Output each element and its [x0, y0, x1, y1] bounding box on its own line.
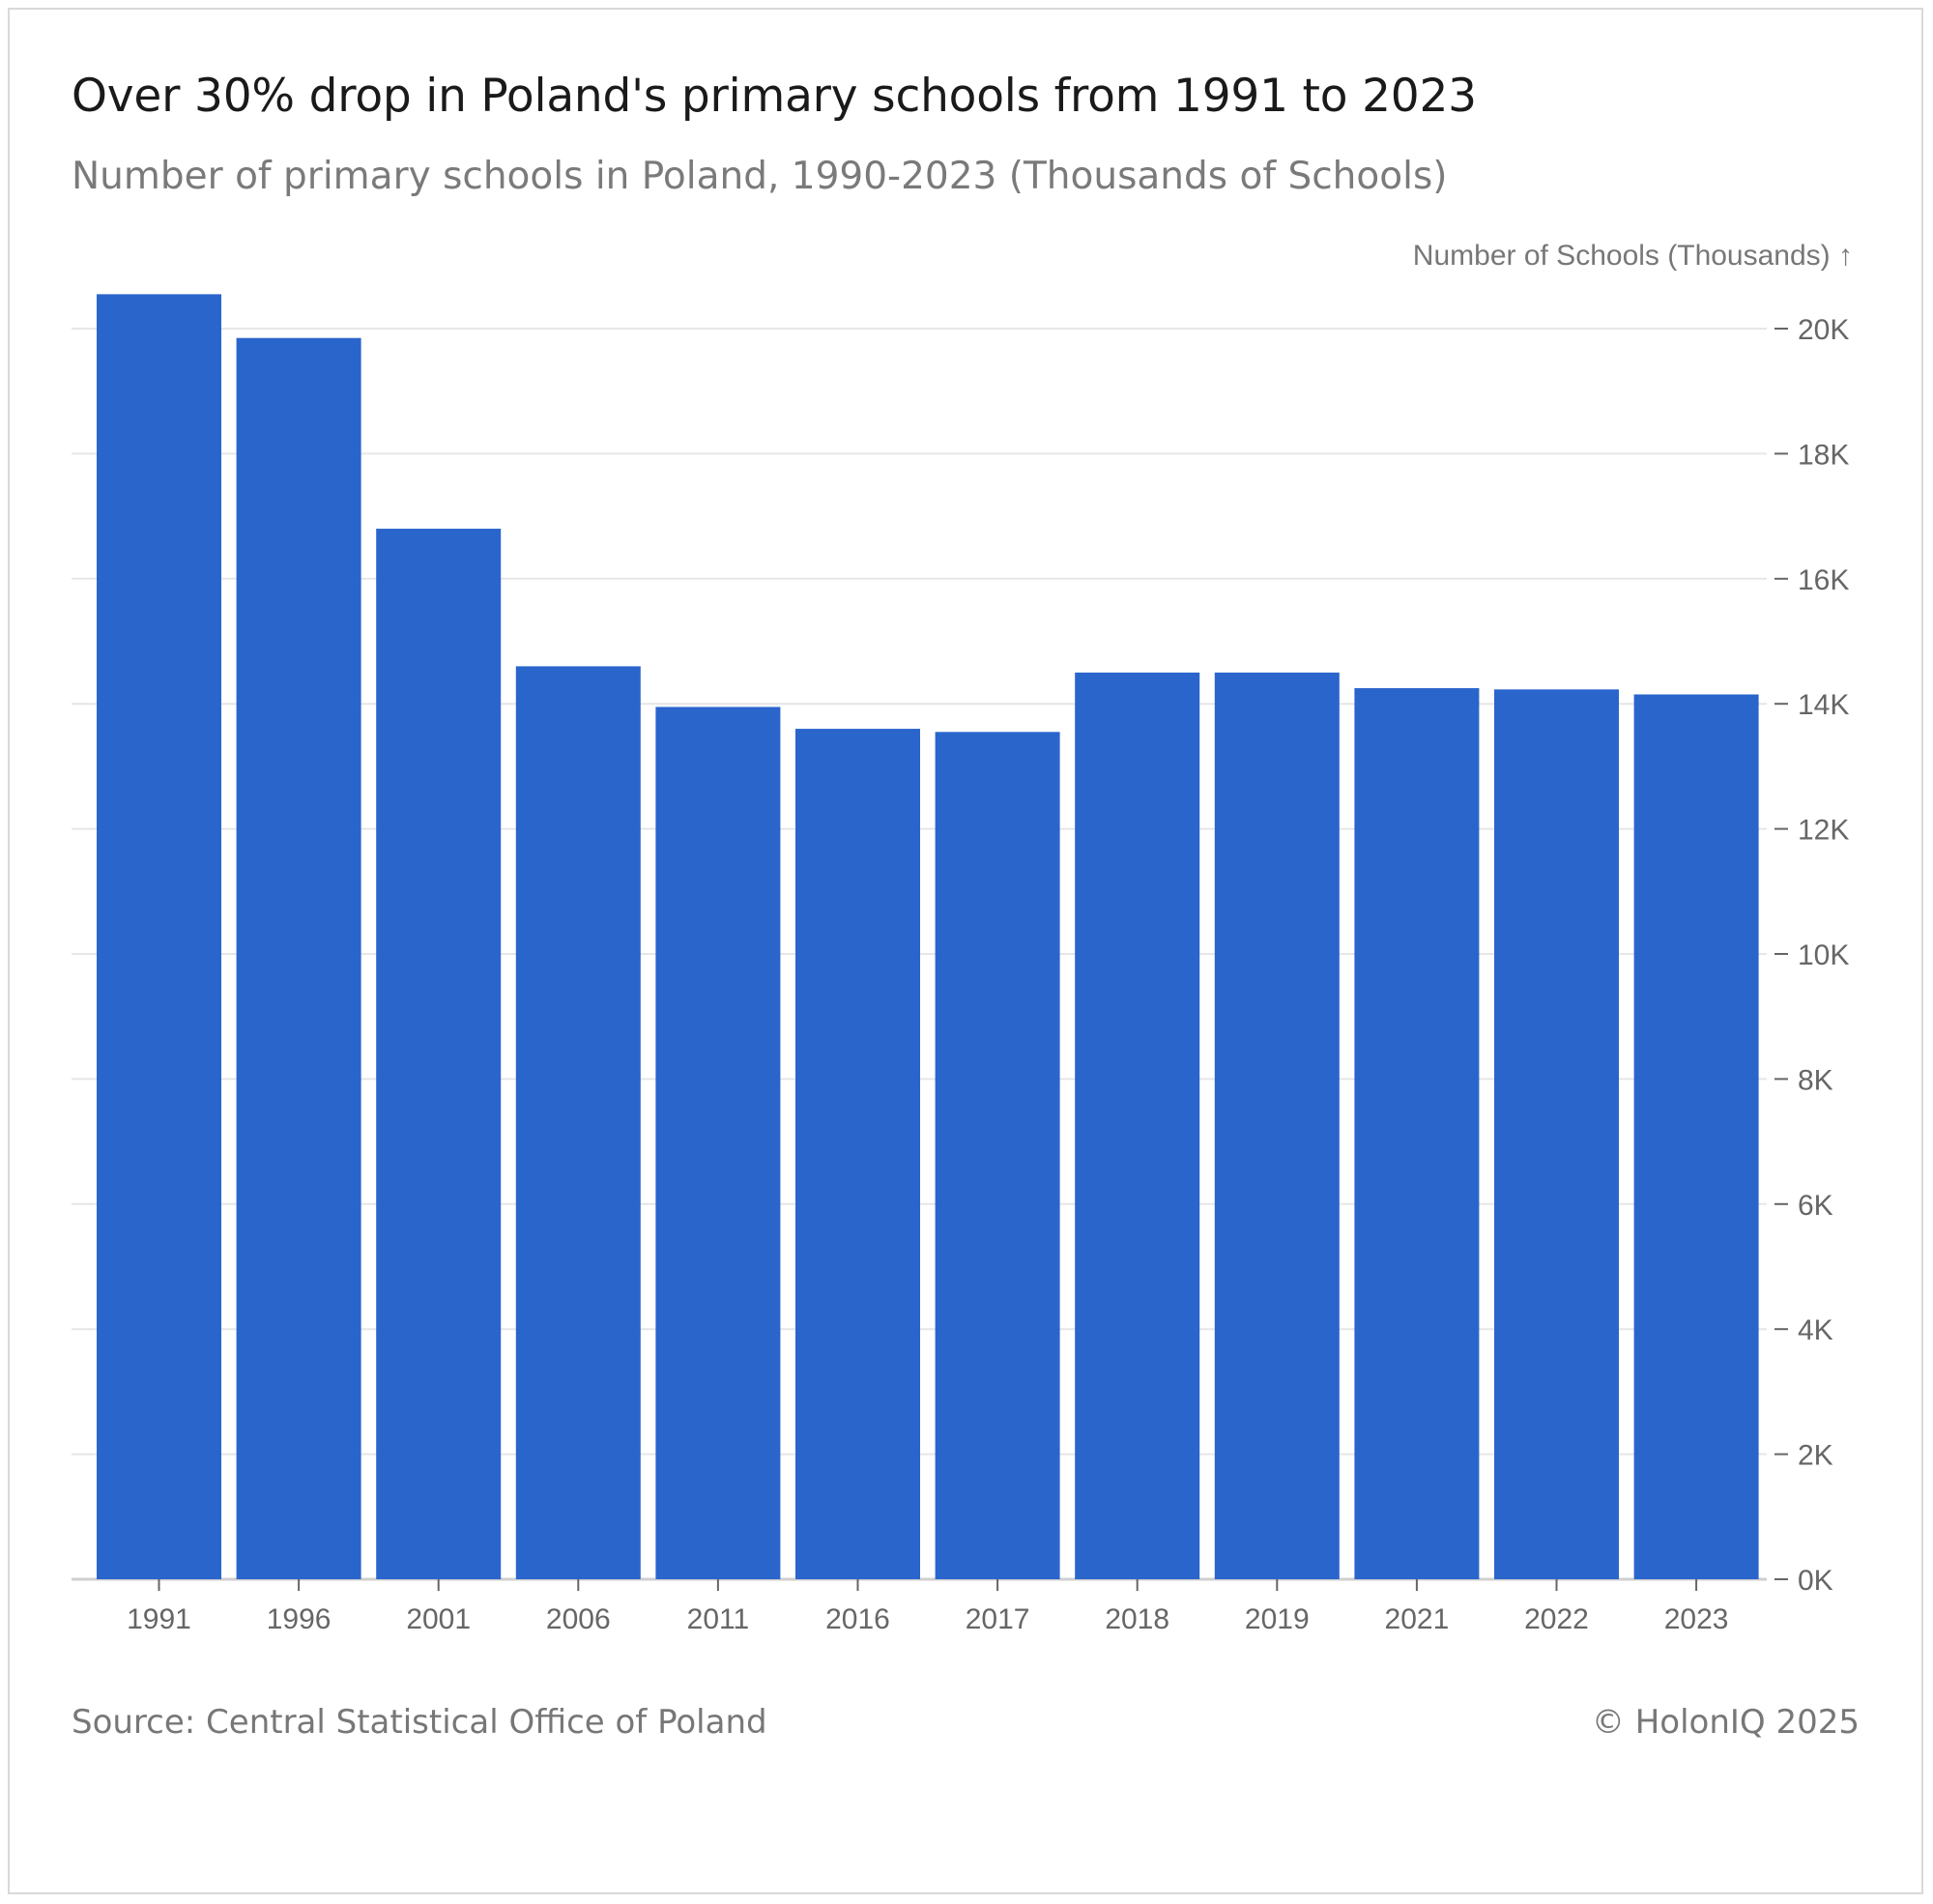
- x-tick-label: 2023: [1664, 1603, 1729, 1635]
- chart-title: Over 30% drop in Poland's primary school…: [72, 70, 1477, 123]
- y-axis: 0K 2K 4K 6K 8K 10K 12K 14K 16K 18K 20K: [1774, 314, 1849, 1597]
- x-tick-label: 2018: [1105, 1603, 1169, 1635]
- y-tick-label: 4K: [1798, 1314, 1833, 1346]
- source-note: Source: Central Statistical Office of Po…: [72, 1703, 767, 1742]
- y-tick-label: 16K: [1798, 564, 1849, 596]
- bar-2006[interactable]: [515, 666, 641, 1579]
- bar-2022[interactable]: [1494, 689, 1619, 1579]
- y-tick-label: 18K: [1798, 439, 1849, 471]
- y-tick-label: 2K: [1798, 1440, 1833, 1472]
- y-tick-label: 14K: [1798, 689, 1849, 721]
- bar-2018[interactable]: [1075, 672, 1200, 1579]
- bar-2023[interactable]: [1633, 694, 1759, 1579]
- x-tick-label: 1996: [267, 1603, 332, 1635]
- x-tick-label: 1991: [127, 1603, 191, 1635]
- x-tick-label: 2016: [825, 1603, 890, 1635]
- y-tick-label: 0K: [1798, 1565, 1833, 1597]
- bar-1991[interactable]: [97, 294, 221, 1579]
- bar-2021[interactable]: [1354, 688, 1480, 1579]
- x-tick-label: 2019: [1245, 1603, 1310, 1635]
- bars: [97, 294, 1759, 1580]
- x-tick-label: 2017: [966, 1603, 1030, 1635]
- bar-2019[interactable]: [1214, 672, 1340, 1579]
- bar-2016[interactable]: [795, 729, 920, 1579]
- y-tick-label: 20K: [1798, 314, 1849, 346]
- bar-2001[interactable]: [376, 529, 502, 1579]
- y-tick-label: 6K: [1798, 1190, 1833, 1222]
- x-tick-label: 2021: [1385, 1603, 1450, 1635]
- x-tick-label: 2006: [546, 1603, 611, 1635]
- y-tick-label: 8K: [1798, 1064, 1833, 1096]
- bar-2017[interactable]: [935, 732, 1060, 1579]
- y-tick-label: 10K: [1798, 939, 1849, 971]
- x-tick-label: 2022: [1524, 1603, 1589, 1635]
- x-tick-label: 2011: [687, 1603, 750, 1635]
- x-axis: 1991 1996 2001 2006 2011 2016 2017 2018 2019 2021…: [127, 1579, 1728, 1635]
- x-tick-label: 2001: [406, 1603, 471, 1635]
- bar-1996[interactable]: [236, 337, 361, 1580]
- y-axis-title: Number of Schools (Thousands) ↑: [1413, 240, 1853, 272]
- chart-subtitle: Number of primary schools in Poland, 199…: [72, 155, 1448, 198]
- copyright-note: © HolonIQ 2025: [1591, 1703, 1860, 1742]
- y-tick-label: 12K: [1798, 815, 1849, 847]
- bar-2011[interactable]: [655, 707, 781, 1579]
